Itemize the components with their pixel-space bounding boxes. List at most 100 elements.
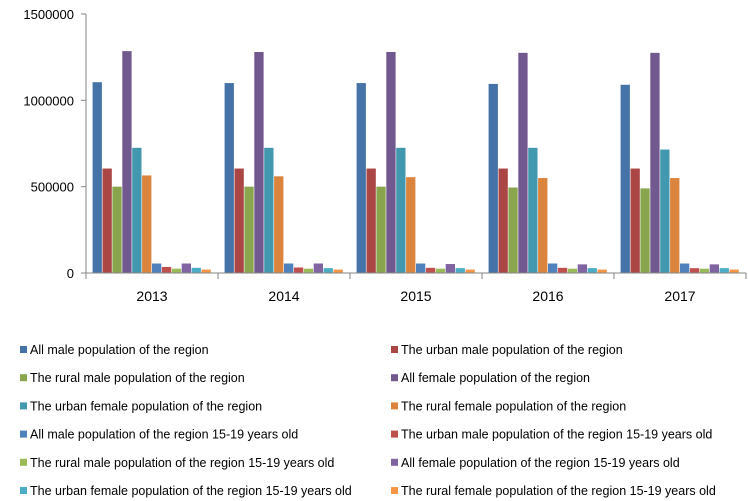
x-tick-label: 2017	[664, 288, 695, 304]
legend-swatch	[391, 430, 398, 438]
bar	[465, 269, 475, 273]
legend-label: The urban female population of the regio…	[30, 484, 352, 498]
legend-item: The rural female population of the regio…	[391, 399, 626, 413]
legend-label: The rural male population of the region …	[30, 456, 334, 470]
bar	[488, 83, 498, 274]
legend-item: All male population of the region	[20, 343, 209, 357]
bar	[191, 267, 201, 273]
legend-label: The rural male population of the region	[30, 371, 245, 385]
bar	[92, 82, 102, 273]
bar	[122, 51, 132, 273]
x-tick-label: 2014	[268, 288, 299, 304]
legend-swatch	[391, 458, 398, 466]
bar	[425, 267, 436, 273]
bar	[719, 268, 729, 273]
bar	[416, 263, 426, 273]
bar	[670, 178, 680, 273]
legend-label: The rural female population of the regio…	[401, 484, 716, 498]
legend-label: All male population of the region 15-19 …	[30, 428, 298, 442]
x-tick-label: 2015	[400, 288, 431, 304]
bar	[729, 269, 739, 273]
legend-label: The urban male population of the region …	[401, 428, 712, 442]
legend-label: All male population of the region	[30, 343, 209, 357]
bar	[630, 168, 640, 273]
bar	[699, 268, 710, 273]
legend-swatch	[391, 402, 398, 410]
legend-item: The urban female population of the regio…	[20, 399, 262, 413]
bar	[689, 268, 700, 273]
bar	[376, 186, 386, 273]
bar	[557, 267, 568, 273]
bar	[142, 175, 152, 273]
legend-swatch	[20, 402, 27, 410]
y-tick-label: 1000000	[23, 93, 74, 108]
legend-item: All female population of the region 15-1…	[391, 456, 680, 470]
bar	[274, 176, 284, 273]
legend-item: The urban male population of the region	[391, 343, 623, 357]
bar	[455, 268, 465, 273]
bar	[224, 83, 234, 273]
legend-item: All male population of the region 15-19 …	[20, 428, 298, 442]
bar	[112, 186, 122, 273]
legend-swatch	[391, 487, 398, 494]
x-tick-label: 2013	[136, 288, 167, 304]
bar	[366, 168, 376, 273]
legend-item: The rural female population of the regio…	[391, 484, 716, 498]
y-tick-label: 1500000	[23, 7, 74, 22]
bar	[284, 263, 294, 273]
bar	[597, 269, 607, 273]
bar	[293, 267, 304, 273]
bar	[161, 266, 172, 273]
legend-item: All female population of the region	[391, 371, 590, 385]
bar	[396, 147, 406, 273]
bar	[528, 147, 538, 273]
y-tick-label: 500000	[31, 180, 74, 195]
legend: All male population of the region The urb…	[20, 343, 716, 498]
bar	[577, 264, 587, 273]
bar	[567, 268, 578, 273]
bar	[406, 177, 416, 273]
bar	[313, 263, 323, 273]
y-tick-label: 0	[67, 266, 74, 281]
legend-label: The urban female population of the regio…	[30, 399, 262, 413]
bar	[386, 51, 396, 274]
x-axis: 2013 2014 2015 2016 2017	[85, 272, 747, 304]
legend-label: All female population of the region 15-1…	[401, 456, 680, 470]
plot-area	[92, 51, 739, 274]
legend-swatch	[20, 346, 27, 353]
bar	[435, 268, 446, 273]
bar	[244, 186, 254, 273]
legend-item: The urban female population of the regio…	[20, 484, 352, 498]
legend-swatch	[20, 430, 27, 438]
bar	[234, 168, 244, 273]
bar	[538, 178, 548, 273]
legend-label: The rural female population of the regio…	[401, 399, 626, 413]
legend-label: All female population of the region	[401, 371, 590, 385]
bar	[152, 263, 162, 273]
y-axis: 0 500000 1000000 1500000	[23, 7, 87, 281]
bar	[181, 263, 191, 273]
x-tick-label: 2016	[532, 288, 563, 304]
bar	[587, 268, 597, 273]
bar	[709, 264, 719, 273]
bar	[303, 268, 314, 273]
bar	[498, 168, 508, 273]
legend-swatch	[20, 458, 27, 466]
bar	[518, 52, 528, 273]
bar	[620, 84, 630, 273]
bar	[548, 263, 558, 273]
bar	[333, 269, 343, 273]
legend-swatch	[391, 346, 398, 353]
bar	[201, 269, 211, 273]
legend-item: The urban male population of the region …	[391, 428, 712, 442]
bar	[640, 188, 650, 273]
legend-item: The rural male population of the region	[20, 371, 245, 385]
bar	[264, 147, 274, 273]
bar	[508, 187, 518, 273]
bar	[660, 149, 670, 273]
bar	[650, 52, 660, 273]
bar	[254, 51, 264, 274]
legend-item: The rural male population of the region …	[20, 456, 334, 470]
bar	[445, 264, 455, 273]
